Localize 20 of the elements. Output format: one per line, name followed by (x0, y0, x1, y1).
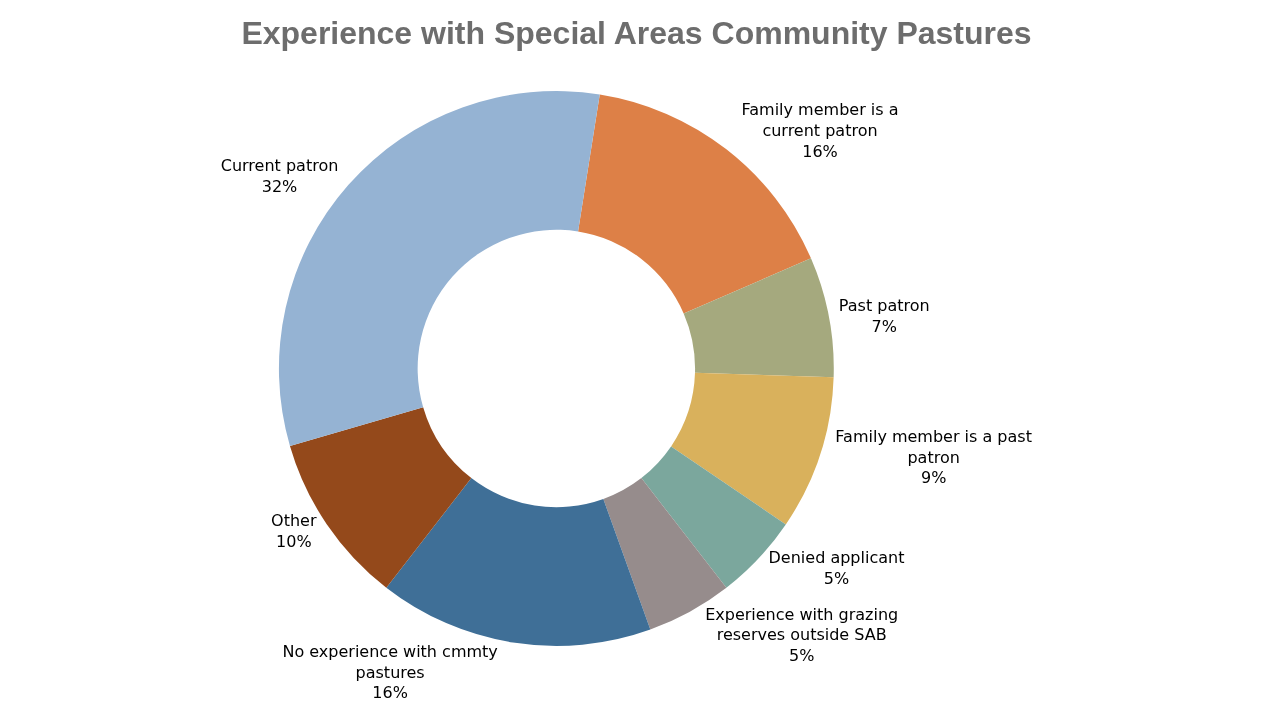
slice-label: No experience with cmmty pastures (282, 641, 498, 682)
slice-label: Past patron (838, 295, 930, 315)
data-label: 16% (802, 141, 838, 161)
chart-title: Experience with Special Areas Community Pastures (241, 14, 1032, 51)
data-label: 5% (788, 646, 815, 666)
slice-label: Family member is a past patron (835, 426, 1032, 467)
slice-label: Family member is a current patron (741, 100, 899, 140)
slice-label: Current patron (220, 156, 339, 176)
donut-slice (683, 258, 834, 378)
data-label: 7% (871, 316, 897, 336)
slice-label: Denied applicant (768, 547, 905, 567)
donut-slice (671, 372, 834, 525)
slice-label: Experience with grazing reserves outside SAB (705, 604, 899, 645)
data-label: 32% (261, 177, 298, 197)
data-label: 5% (823, 568, 850, 588)
data-label: 16% (372, 683, 408, 703)
data-label: 9% (920, 468, 947, 488)
donut-slice (386, 478, 651, 646)
slice-label: Other (271, 510, 317, 530)
data-label: 10% (276, 531, 312, 551)
